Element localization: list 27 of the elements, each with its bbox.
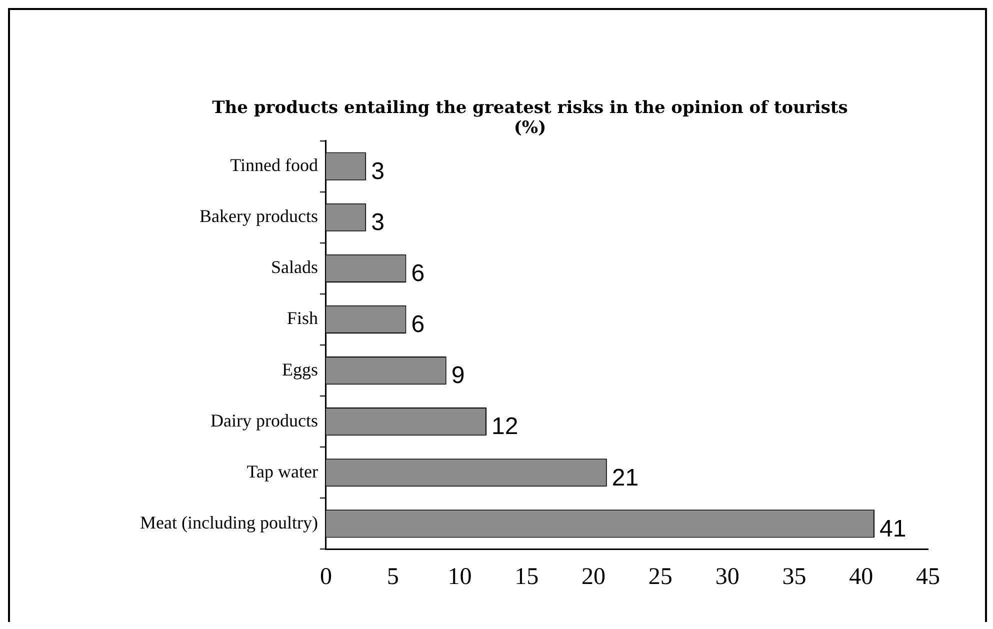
y-tick-label: Tinned food — [230, 155, 318, 176]
x-tick-label: 35 — [782, 564, 806, 590]
x-tick-label: 25 — [648, 564, 672, 590]
y-tick-label: Eggs — [282, 359, 318, 380]
y-tick-label: Meat (including poultry) — [140, 512, 318, 532]
x-tick-label: 10 — [448, 564, 472, 590]
data-label: 6 — [411, 260, 425, 288]
x-tick-label: 5 — [386, 564, 399, 590]
data-label: 9 — [451, 362, 465, 390]
data-label: 41 — [879, 515, 906, 542]
y-tick-label: Fish — [286, 308, 318, 328]
x-tick-label: 15 — [514, 564, 539, 590]
y-tick-label: Dairy products — [210, 410, 318, 430]
data-label: 21 — [612, 464, 639, 492]
data-label: 3 — [371, 158, 384, 185]
chart-title: The products entailing the greatest risks in the opinion of tourists (%) — [211, 98, 849, 138]
y-tick-label: Bakery products — [199, 206, 318, 226]
y-tick-label: Tap water — [246, 461, 318, 482]
data-label: 3 — [371, 209, 384, 236]
x-tick-label: 40 — [849, 564, 874, 590]
x-tick-label: 20 — [582, 564, 606, 590]
y-tick-label: Salads — [270, 257, 318, 278]
data-label: 12 — [492, 413, 518, 440]
x-tick-label: 30 — [715, 564, 740, 590]
x-tick-label: 45 — [916, 564, 940, 590]
x-tick-label: 0 — [320, 564, 332, 590]
data-label: 6 — [411, 311, 425, 338]
